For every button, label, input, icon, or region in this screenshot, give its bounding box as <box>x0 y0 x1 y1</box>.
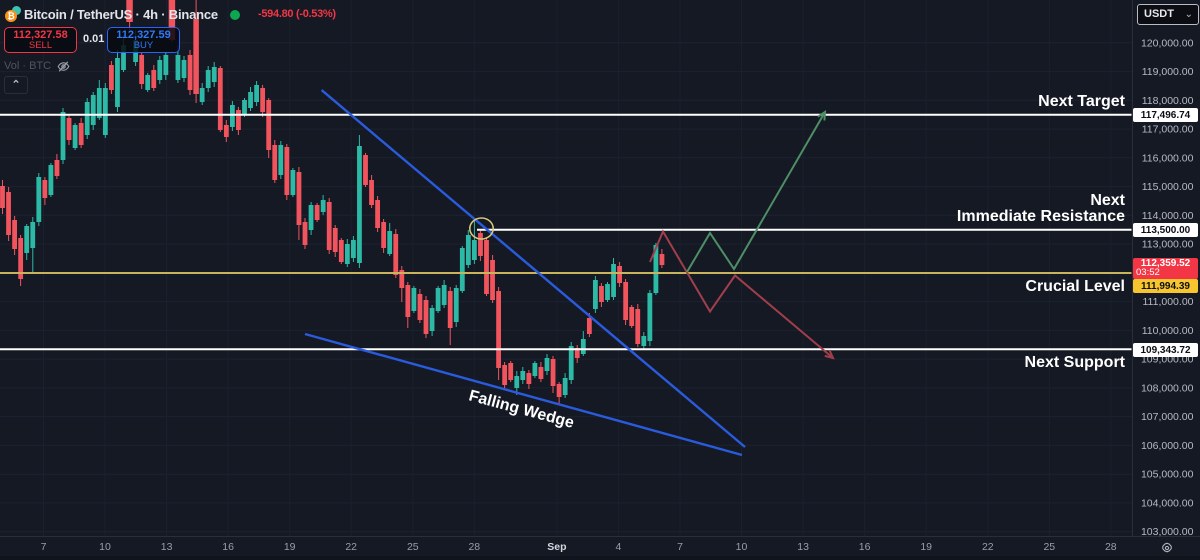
svg-text:108,000.00: 108,000.00 <box>1141 382 1194 394</box>
svg-text:28: 28 <box>1105 541 1117 553</box>
svg-text:28: 28 <box>468 541 480 553</box>
svg-text:4: 4 <box>615 541 621 553</box>
svg-text:25: 25 <box>407 541 419 553</box>
svg-text:22: 22 <box>982 541 994 553</box>
svg-text:111,000.00: 111,000.00 <box>1143 296 1194 308</box>
svg-text:104,000.00: 104,000.00 <box>1141 497 1194 509</box>
svg-text:22: 22 <box>345 541 357 553</box>
svg-text:113,000.00: 113,000.00 <box>1142 239 1194 251</box>
svg-text:13: 13 <box>161 541 173 553</box>
svg-text:7: 7 <box>41 541 47 553</box>
svg-text:120,000.00: 120,000.00 <box>1141 37 1194 49</box>
svg-text:117,000.00: 117,000.00 <box>1142 124 1194 136</box>
svg-text:Sep: Sep <box>547 541 566 553</box>
svg-text:13: 13 <box>797 541 809 553</box>
svg-text:16: 16 <box>859 541 871 553</box>
svg-text:7: 7 <box>677 541 683 553</box>
svg-text:106,000.00: 106,000.00 <box>1141 440 1194 452</box>
svg-text:118,000.00: 118,000.00 <box>1142 95 1194 107</box>
svg-text:115,000.00: 115,000.00 <box>1142 181 1194 193</box>
svg-text:19: 19 <box>284 541 296 553</box>
svg-text:119,000.00: 119,000.00 <box>1142 66 1194 78</box>
svg-text:19: 19 <box>920 541 932 553</box>
svg-text:114,000.00: 114,000.00 <box>1142 210 1194 222</box>
svg-text:103,000.00: 103,000.00 <box>1141 526 1194 538</box>
svg-text:25: 25 <box>1043 541 1055 553</box>
svg-text:116,000.00: 116,000.00 <box>1142 152 1194 164</box>
svg-text:110,000.00: 110,000.00 <box>1142 325 1194 337</box>
svg-text:16: 16 <box>222 541 234 553</box>
svg-text:10: 10 <box>99 541 111 553</box>
svg-text:105,000.00: 105,000.00 <box>1141 469 1194 481</box>
svg-text:10: 10 <box>736 541 748 553</box>
svg-text:107,000.00: 107,000.00 <box>1141 411 1194 423</box>
